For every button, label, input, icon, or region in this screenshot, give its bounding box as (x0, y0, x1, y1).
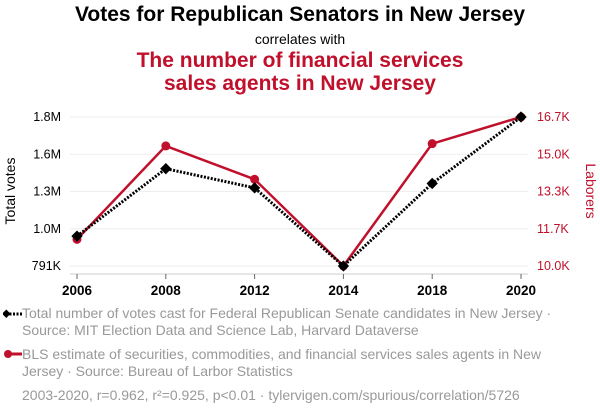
y-axis-right-title: Laborers (583, 163, 599, 218)
y-axis-left-ticks: 791K 1.0M 1.3M 1.6M 1.8M (32, 110, 62, 273)
chart-title-secondary: The number of financial services sales a… (0, 49, 600, 95)
legend-swatch-series1 (3, 309, 22, 318)
series1-line (76, 115, 522, 269)
y-right-tick-label: 16.7K (537, 110, 570, 124)
y-right-tick-label: 15.0K (537, 147, 570, 161)
series1-point (426, 177, 438, 190)
series2-point (427, 139, 437, 149)
x-tick-label: 2020 (506, 283, 536, 298)
y-right-tick-label: 11.7K (537, 222, 569, 236)
y-right-tick-label: 13.3K (537, 185, 570, 199)
circle-marker-icon (4, 350, 12, 358)
x-tick-label: 2018 (417, 283, 448, 298)
legend-swatch-series2 (4, 350, 22, 358)
x-tick-label: 2012 (240, 283, 270, 298)
series1-point (337, 260, 350, 272)
series2-point (250, 174, 260, 184)
chart-title: Votes for Republican Senators in New Jer… (74, 3, 526, 26)
x-tick-label: 2006 (62, 283, 93, 298)
y-right-tick-label: 10.0K (537, 259, 570, 273)
series1-point (248, 182, 261, 194)
series2-line (76, 115, 522, 268)
legend-series1: Total number of votes cast for Federal R… (22, 305, 552, 338)
footer-stats: 2003-2020, r=0.962, r²=0.925, p<0.01 · t… (22, 387, 520, 403)
chart-subtitle: correlates with (254, 31, 346, 47)
y-left-tick-label: 1.8M (33, 110, 61, 124)
y-axis-left-title: Total votes (2, 158, 18, 225)
series (71, 111, 527, 272)
x-tick-label: 2014 (328, 283, 359, 298)
x-axis-ticks: 2006 2008 2012 2014 2018 2020 (62, 274, 536, 298)
series2-point (161, 141, 171, 151)
legend-series2: BLS estimate of securities, commodities,… (22, 346, 542, 379)
gridlines (70, 116, 528, 267)
y-left-tick-label: 791K (32, 259, 62, 273)
y-left-tick-label: 1.0M (33, 222, 61, 236)
chart-title-secondary-line1: The number of financial services (136, 49, 464, 72)
diamond-marker-icon (3, 309, 11, 318)
chart-title-secondary-line2: sales agents in New Jersey (164, 72, 436, 95)
y-axis-right-ticks: 10.0K 11.7K 13.3K 15.0K 16.7K (537, 110, 570, 273)
x-tick-label: 2008 (151, 283, 182, 298)
y-left-tick-label: 1.3M (33, 185, 61, 199)
series1-point (160, 163, 172, 175)
line-chart: 791K 1.0M 1.3M 1.6M 1.8M 10.0K 11.7K 13.3K 15.0… (2, 110, 599, 298)
y-left-tick-label: 1.6M (33, 147, 61, 161)
